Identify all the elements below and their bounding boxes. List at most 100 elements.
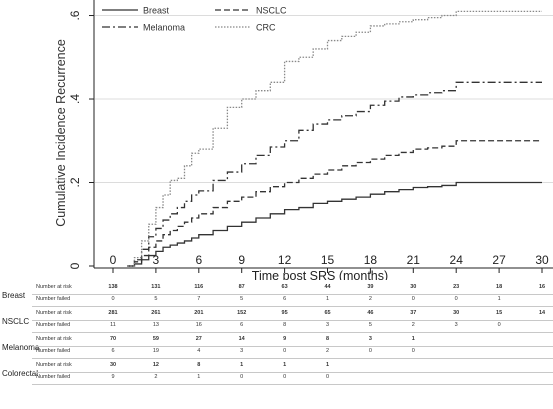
risk-cell: 281 (108, 310, 118, 316)
risk-row-label: Number failed (36, 296, 71, 302)
risk-cell: 3 (240, 348, 244, 354)
risk-group-breast: Breast Number at risk 138 131 116 87 63 44 39 30 2… (0, 283, 553, 309)
risk-cell: 2 (154, 374, 158, 380)
risk-cell: 30 (453, 310, 460, 316)
risk-cell: 5 (240, 296, 244, 302)
x-tick-label: 24 (450, 253, 464, 267)
series-lines (127, 10, 542, 267)
risk-row-at-risk: Number at risk 30 12 8 1 1 1 (0, 361, 553, 373)
risk-cell: 3 (325, 322, 330, 328)
x-tick-label: 12 (278, 253, 292, 267)
risk-cell: 0 (368, 348, 372, 354)
risk-row-divider (32, 306, 553, 307)
risk-cell: 0 (411, 296, 415, 302)
risk-cell: 201 (194, 310, 204, 316)
tick-labels: 0 .2 .4 .6 0 3 6 9 12 15 18 21 24 27 30 (68, 10, 549, 273)
series-line-nsclc (127, 140, 542, 267)
risk-cell: 8 (197, 362, 201, 368)
risk-cell: 0 (454, 296, 458, 302)
risk-cell: 39 (367, 284, 374, 290)
risk-row-label: Number failed (36, 322, 71, 328)
y-tick-label: 0 (68, 262, 82, 269)
risk-cell: 37 (410, 310, 417, 316)
risk-row-label: Number at risk (36, 310, 72, 316)
risk-row-at-risk: Number at risk 138 131 116 87 63 44 39 30 23 18 16 (0, 283, 553, 295)
x-tick-label: 15 (321, 253, 335, 267)
y-tick-label: .6 (68, 10, 82, 20)
risk-cell: 4 (197, 348, 201, 354)
x-tick-label: 18 (364, 253, 378, 267)
legend-label-breast: Breast (143, 6, 170, 16)
risk-cell: 16 (195, 322, 202, 328)
risk-table: Breast Number at risk 138 131 116 87 63 44 39 30 2… (0, 280, 553, 409)
risk-cell: 0 (240, 374, 244, 380)
risk-group-label: NSCLC (2, 317, 30, 326)
risk-cell: 19 (152, 348, 159, 354)
risk-cell: 1 (283, 362, 287, 368)
risk-cell: 0 (325, 374, 330, 380)
risk-cell: 6 (111, 348, 115, 354)
risk-cell: 131 (151, 284, 161, 290)
risk-cell: 95 (281, 310, 288, 316)
risk-cell: 1 (497, 296, 501, 302)
legend-label-crc: CRC (256, 23, 276, 33)
risk-cell: 44 (324, 284, 331, 290)
incidence-chart: 0 .2 .4 .6 0 3 6 9 12 15 18 21 24 27 30 Cumulative Inc… (54, 0, 553, 280)
risk-cell: 14 (538, 310, 546, 316)
risk-cell: 30 (109, 362, 117, 368)
x-tick-label: 6 (195, 253, 202, 267)
risk-row-at-risk: Number at risk 281 261 201 152 95 65 46 37 30 15 14 (0, 309, 553, 321)
risk-cell: 5 (368, 322, 372, 328)
series-line-melanoma (127, 81, 542, 267)
x-axis-label: Time post SRS (months) (252, 269, 388, 280)
risk-cell: 63 (281, 284, 288, 290)
x-tick-label: 3 (153, 253, 160, 267)
risk-cell: 15 (496, 310, 503, 316)
risk-cell: 1 (197, 374, 201, 380)
risk-cell: 18 (496, 284, 503, 290)
risk-cell: 2 (368, 296, 372, 302)
risk-cell: 27 (195, 336, 202, 342)
axes (93, 0, 553, 269)
risk-cell: 16 (538, 284, 546, 290)
risk-cell: 152 (237, 310, 247, 316)
risk-row-at-risk: Number at risk 70 59 27 14 9 8 3 1 (0, 335, 553, 347)
risk-cell: 6 (283, 296, 287, 302)
legend-label-nsclc: NSCLC (256, 6, 287, 16)
risk-cell: 1 (411, 336, 415, 342)
y-tick-label: .4 (68, 94, 82, 104)
risk-cell: 0 (497, 322, 501, 328)
x-tick-label: 21 (407, 253, 421, 267)
risk-cell: 59 (152, 336, 159, 342)
risk-cell: 11 (110, 322, 116, 328)
risk-row-failed: Number failed 9 2 1 0 0 0 (0, 373, 553, 385)
risk-row-failed: Number failed 0 5 7 5 6 1 2 0 0 1 (0, 295, 553, 307)
risk-group-label: Breast (2, 291, 26, 300)
risk-cell: 0 (283, 374, 287, 380)
risk-cell: 65 (324, 310, 331, 316)
risk-cell: 12 (152, 362, 159, 368)
risk-cell: 261 (151, 310, 161, 316)
risk-row-label: Number at risk (36, 362, 72, 368)
risk-row-failed: Number failed 6 19 4 3 0 2 0 0 (0, 347, 553, 359)
x-tick-label: 30 (535, 253, 549, 267)
risk-cell: 0 (283, 348, 287, 354)
gridlines (95, 15, 553, 184)
legend-label-melanoma: Melanoma (143, 23, 185, 33)
risk-cell: 0 (111, 296, 115, 302)
risk-cell: 46 (367, 310, 374, 316)
risk-cell: 14 (238, 336, 245, 342)
risk-cell: 3 (454, 322, 458, 328)
risk-row-label: Number at risk (36, 336, 72, 342)
risk-cell: 8 (325, 336, 330, 342)
risk-row-divider (32, 320, 553, 321)
risk-cell: 2 (411, 322, 415, 328)
risk-cell: 9 (283, 336, 287, 342)
risk-cell: 1 (325, 362, 330, 368)
risk-cell: 1 (240, 362, 244, 368)
risk-cell: 13 (152, 322, 159, 328)
risk-group-label: Colorectal (2, 369, 39, 378)
legend: Breast NSCLC Melanoma CRC (102, 6, 287, 33)
risk-cell: 0 (411, 348, 415, 354)
risk-group-label: Melanoma (2, 343, 40, 352)
